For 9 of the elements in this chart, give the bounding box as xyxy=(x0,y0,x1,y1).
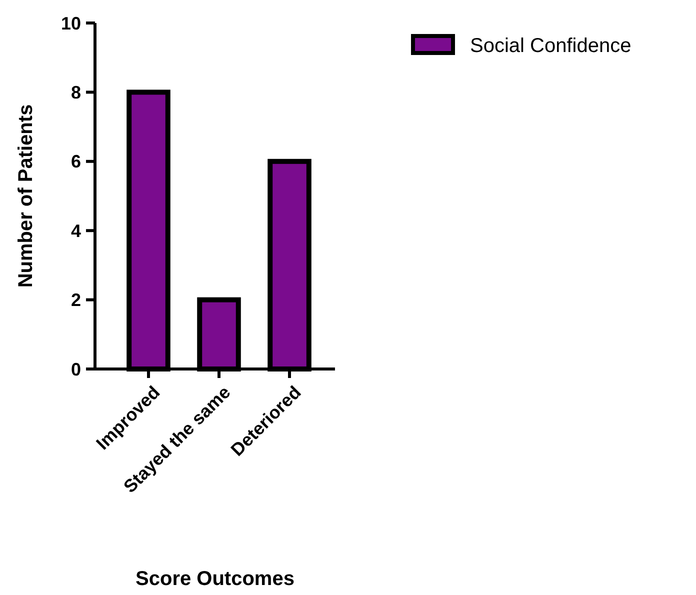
y-axis-title: Number of Patients xyxy=(15,104,37,288)
y-tick-label: 6 xyxy=(70,152,81,172)
x-axis-title: Score Outcomes xyxy=(136,568,294,590)
y-tick-label: 4 xyxy=(70,220,81,241)
legend-label: Social Confidence xyxy=(470,35,632,57)
y-tick-label: 8 xyxy=(70,82,81,102)
y-tick-label: 0 xyxy=(70,359,81,380)
y-tick-label: 2 xyxy=(70,290,81,310)
y-tick-label: 10 xyxy=(60,13,81,34)
